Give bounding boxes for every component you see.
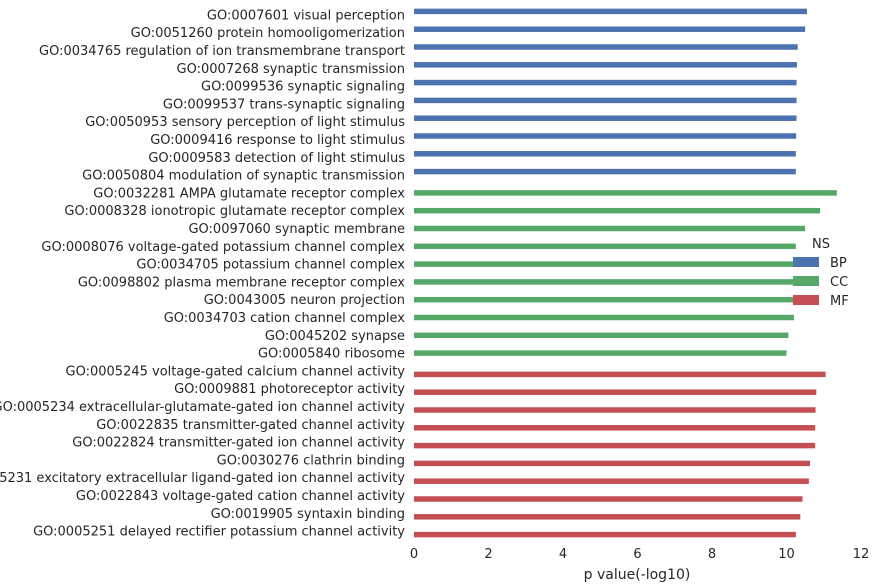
x-tick-label: 12 bbox=[853, 547, 870, 562]
bar bbox=[414, 115, 797, 121]
category-label: GO:0050804 modulation of synaptic transm… bbox=[82, 169, 405, 184]
category-label: GO:0034765 regulation of ion transmembra… bbox=[39, 44, 405, 59]
bar bbox=[414, 371, 826, 378]
category-label: GO:0005234 extracellular-glutamate-gated… bbox=[0, 400, 405, 415]
x-axis-ticks: 0 2 4 6 8 10 12 bbox=[410, 547, 869, 562]
bar bbox=[414, 207, 821, 214]
bar bbox=[414, 225, 806, 232]
bar bbox=[414, 350, 787, 356]
x-axis-title: p value(-log10) bbox=[584, 567, 691, 583]
category-label: GO:0008328 ionotropic glutamate receptor… bbox=[64, 204, 405, 219]
category-label: GO:0005245 voltage-gated calcium channel… bbox=[66, 364, 406, 379]
category-label: GO:0022843 voltage-gated cation channel … bbox=[76, 489, 405, 504]
bar bbox=[414, 332, 789, 339]
bar bbox=[414, 389, 817, 395]
bar bbox=[414, 190, 837, 196]
x-tick-label: 6 bbox=[633, 547, 641, 562]
category-label: GO:0019905 syntaxin binding bbox=[211, 507, 405, 522]
x-tick-label: 8 bbox=[708, 547, 716, 562]
x-tick-label: 10 bbox=[778, 547, 795, 562]
category-label: GO:0030276 clathrin binding bbox=[217, 453, 405, 468]
category-label: GO:0098802 plasma membrane receptor comp… bbox=[78, 275, 405, 290]
bar bbox=[414, 296, 794, 303]
bars bbox=[414, 8, 837, 538]
category-label: GO:0007601 visual perception bbox=[207, 8, 405, 23]
bar bbox=[414, 425, 816, 431]
x-tick-label: 2 bbox=[484, 547, 492, 562]
bar bbox=[414, 62, 797, 68]
bar bbox=[414, 261, 794, 267]
legend-swatch bbox=[793, 295, 819, 305]
bar bbox=[414, 407, 816, 413]
category-label: GO:0034705 potassium channel complex bbox=[136, 258, 405, 273]
category-label: GO:0009416 response to light stimulus bbox=[150, 133, 405, 148]
category-label: GO:0022824 transmitter-gated ion channel… bbox=[72, 436, 405, 451]
category-label: GO:0050953 sensory perception of light s… bbox=[85, 115, 405, 130]
category-label: GO:0097060 synaptic membrane bbox=[188, 222, 405, 237]
category-label: GO:0051260 protein homooligomerization bbox=[131, 26, 405, 41]
category-label: GO:0034703 cation channel complex bbox=[164, 311, 406, 326]
legend-title: NS bbox=[812, 237, 830, 252]
bar bbox=[414, 478, 809, 484]
category-label: GO:0009583 detection of light stimulus bbox=[148, 151, 405, 166]
legend-label: CC bbox=[830, 275, 848, 290]
bar bbox=[414, 243, 796, 250]
category-label: GO:0045202 synapse bbox=[265, 329, 405, 344]
bar bbox=[414, 442, 816, 449]
bar bbox=[414, 514, 801, 520]
bar bbox=[414, 8, 807, 15]
category-label: GO:0099537 trans-synaptic signaling bbox=[163, 97, 405, 112]
category-label: GO:0005231 excitatory extracellular liga… bbox=[0, 471, 405, 486]
x-tick-label: 4 bbox=[559, 547, 567, 562]
category-label: GO:0009881 photoreceptor activity bbox=[174, 382, 405, 397]
x-tick-label: 0 bbox=[410, 547, 418, 562]
category-label: GO:0022835 transmitter-gated channel act… bbox=[96, 418, 405, 433]
category-label: GO:0007268 synaptic transmission bbox=[177, 62, 405, 77]
category-labels: GO:0007601 visual perception GO:0051260 p… bbox=[0, 8, 405, 539]
bar bbox=[414, 168, 796, 175]
bar bbox=[414, 97, 797, 104]
bar bbox=[414, 133, 797, 139]
bar bbox=[414, 496, 803, 502]
category-label: GO:0005251 delayed rectifier potassium c… bbox=[33, 525, 405, 540]
bar bbox=[414, 314, 794, 321]
category-label: GO:0099536 synaptic signaling bbox=[201, 80, 405, 95]
category-label: GO:0032281 AMPA glutamate receptor compl… bbox=[93, 186, 405, 201]
category-label: GO:0008076 voltage-gated potassium chann… bbox=[41, 240, 405, 255]
category-label: GO:0005840 ribosome bbox=[258, 347, 405, 362]
legend: NS BP CC MF bbox=[793, 237, 849, 309]
bar bbox=[414, 531, 796, 538]
legend-swatch bbox=[793, 276, 819, 286]
legend-swatch bbox=[793, 257, 819, 267]
legend-label: MF bbox=[830, 294, 849, 309]
category-label: GO:0043005 neuron projection bbox=[204, 293, 405, 308]
bar bbox=[414, 279, 794, 285]
legend-label: BP bbox=[830, 256, 847, 271]
bar bbox=[414, 151, 796, 157]
bar bbox=[414, 26, 806, 32]
bar bbox=[414, 460, 810, 467]
bar bbox=[414, 79, 797, 86]
bar bbox=[414, 44, 798, 50]
